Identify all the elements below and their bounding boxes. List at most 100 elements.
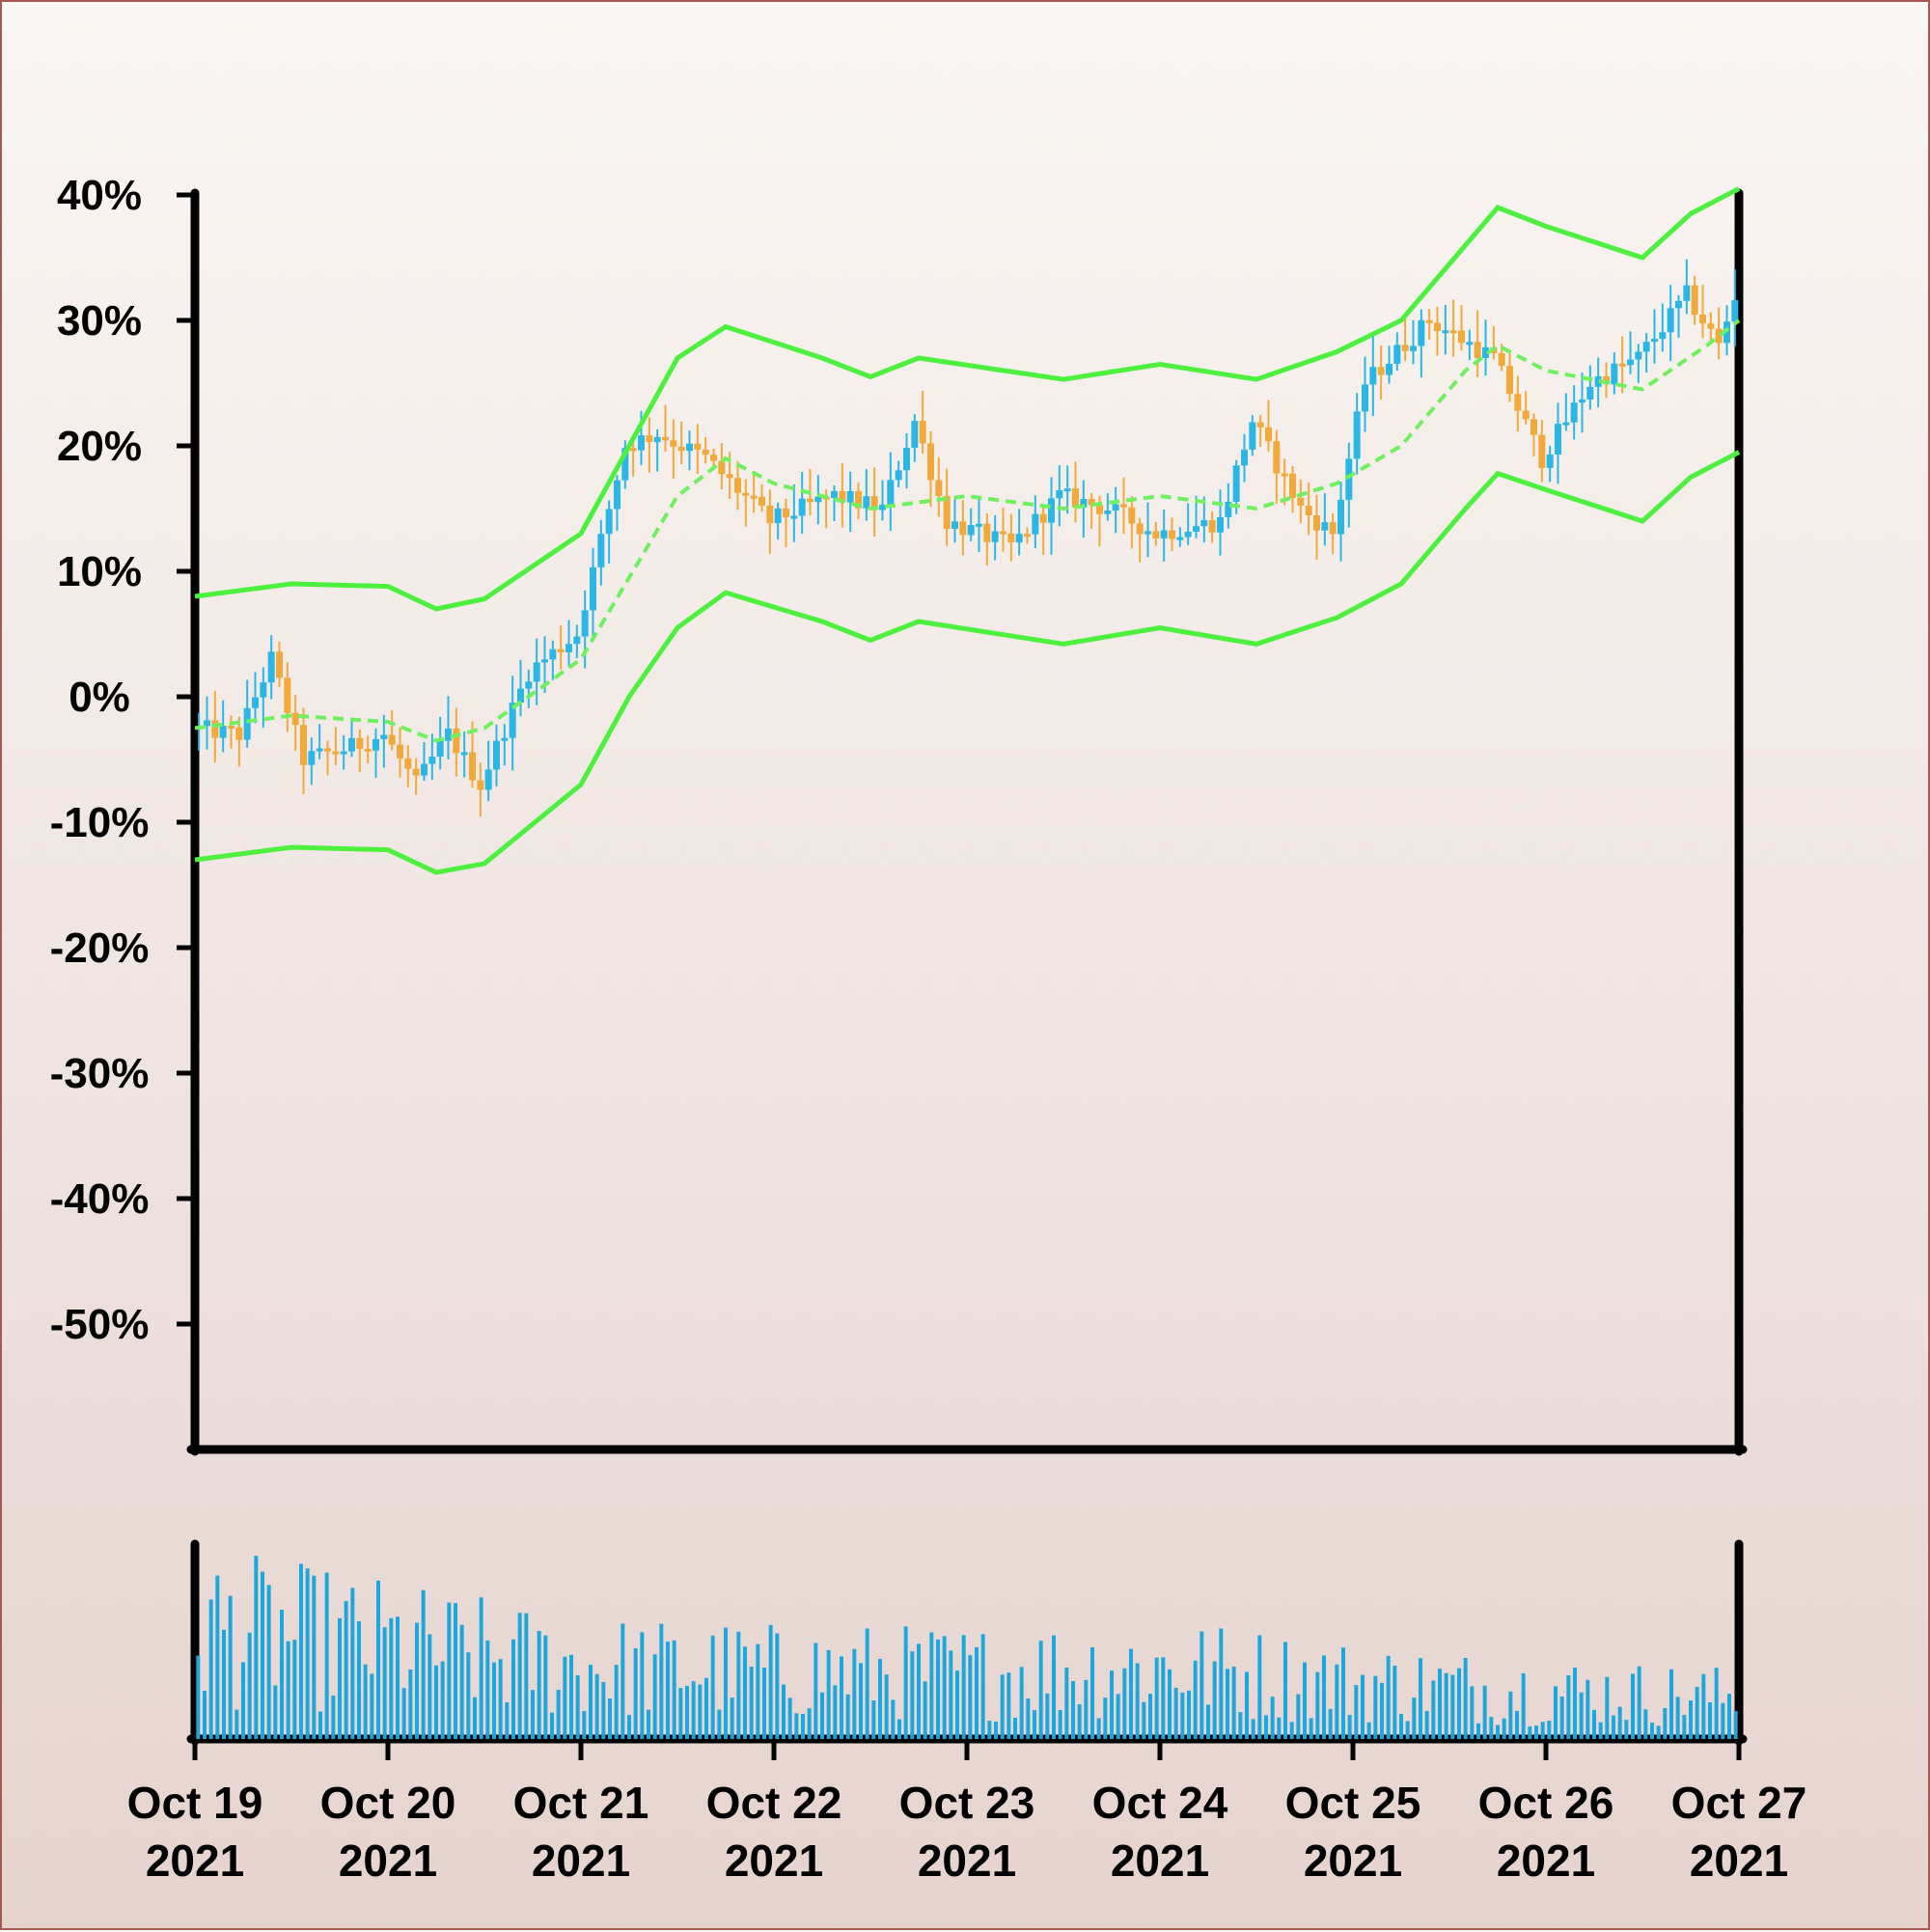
volume-bar — [1103, 1697, 1108, 1739]
volume-bar — [1612, 1715, 1615, 1739]
volume-bar — [241, 1662, 245, 1739]
volume-bar — [286, 1641, 290, 1739]
volume-bar — [1669, 1669, 1673, 1739]
volume-bar — [1573, 1667, 1577, 1739]
volume-bar — [344, 1601, 348, 1739]
candle-up — [1611, 363, 1618, 385]
volume-bar — [1231, 1666, 1236, 1739]
candle-up — [372, 738, 379, 751]
volume-bar — [479, 1597, 483, 1739]
candle-down — [839, 490, 846, 503]
volume-bar — [1335, 1664, 1339, 1739]
candle-up — [316, 748, 323, 752]
volume-bar — [961, 1635, 966, 1739]
candle-up — [1546, 454, 1554, 468]
candle-up — [1393, 345, 1401, 364]
volume-bar — [556, 1690, 561, 1739]
candle-down — [694, 443, 702, 450]
candle-up — [1184, 532, 1192, 538]
candle-up — [380, 734, 388, 739]
volume-bar — [659, 1623, 664, 1739]
x-tick-label-year: 2021 — [1497, 1835, 1595, 1886]
candle-down — [1120, 504, 1127, 508]
candle-up — [1063, 488, 1071, 492]
candle-down — [1498, 352, 1505, 367]
candle-up — [863, 496, 870, 509]
volume-bar — [685, 1685, 689, 1739]
volume-bar — [949, 1650, 953, 1739]
candle-down — [388, 734, 396, 745]
upper-band-line — [194, 186, 1741, 612]
volume-bar — [563, 1656, 567, 1739]
candle-up — [243, 707, 251, 740]
volume-bar — [1631, 1673, 1635, 1739]
volume-bar — [1277, 1717, 1282, 1739]
volume-bar — [1695, 1687, 1699, 1739]
volume-bar — [801, 1714, 805, 1739]
volume-bar — [550, 1712, 554, 1739]
volume-bar — [1476, 1723, 1480, 1739]
volume-bar — [917, 1643, 921, 1739]
volume-bar — [1540, 1722, 1545, 1739]
volume-bar — [324, 1572, 329, 1739]
volume-bar — [1386, 1655, 1391, 1739]
candle-down — [742, 492, 750, 496]
volume-bar — [582, 1711, 587, 1739]
candle-up — [1482, 346, 1489, 358]
candle-up — [1015, 534, 1023, 543]
candle-up — [484, 769, 492, 790]
volume-bar — [396, 1616, 400, 1739]
volume-bar — [704, 1677, 708, 1739]
candle-up — [1667, 308, 1674, 333]
volume-bar — [1624, 1720, 1629, 1739]
candle-up — [1579, 400, 1585, 403]
candle-down — [324, 748, 331, 752]
volume-bar — [975, 1646, 979, 1739]
candle-up — [1466, 342, 1474, 345]
y-tick-label: 10% — [57, 548, 142, 595]
volume-bar — [1238, 1712, 1243, 1739]
volume-bar — [299, 1563, 303, 1739]
volume-bar — [401, 1688, 406, 1739]
volume-bar — [524, 1613, 529, 1739]
x-tick-label-year: 2021 — [918, 1835, 1016, 1886]
y-tick-label: -20% — [50, 925, 150, 972]
volume-bar — [775, 1633, 780, 1739]
candle-down — [750, 495, 758, 499]
candle-down — [1425, 319, 1433, 323]
volume-bar — [543, 1635, 548, 1739]
candle-up — [1586, 386, 1594, 400]
candle-down — [364, 748, 372, 752]
volume-bar — [1650, 1723, 1654, 1739]
candle-up — [1555, 424, 1561, 455]
candle-up — [1642, 342, 1650, 352]
volume-bar — [280, 1609, 284, 1739]
candle-down — [1256, 422, 1264, 428]
volume-bar — [845, 1694, 850, 1739]
volume-bar — [215, 1575, 220, 1739]
candle-down — [300, 725, 307, 765]
volume-bar — [1721, 1702, 1725, 1739]
candle-down — [1072, 488, 1079, 508]
volume-bar — [1090, 1646, 1094, 1739]
candle-down — [1506, 366, 1513, 395]
candle-up — [895, 470, 902, 481]
candle-down — [1538, 434, 1546, 468]
candle-up — [428, 757, 436, 764]
volume-bar — [1714, 1668, 1719, 1739]
candle-up — [421, 763, 427, 776]
volume-bar — [222, 1629, 226, 1739]
candle-up — [1651, 339, 1658, 343]
volume-bar — [1173, 1687, 1178, 1739]
volume-bar — [338, 1617, 342, 1739]
candle-down — [557, 649, 565, 652]
volume-bar — [1482, 1685, 1487, 1739]
volume-bar — [968, 1655, 973, 1739]
volume-bar — [1045, 1693, 1050, 1739]
candle-up — [1386, 363, 1392, 375]
volume-bar — [485, 1640, 490, 1739]
volume-bar — [1689, 1700, 1693, 1739]
volume-bar — [884, 1674, 889, 1739]
candle-down — [927, 443, 934, 481]
